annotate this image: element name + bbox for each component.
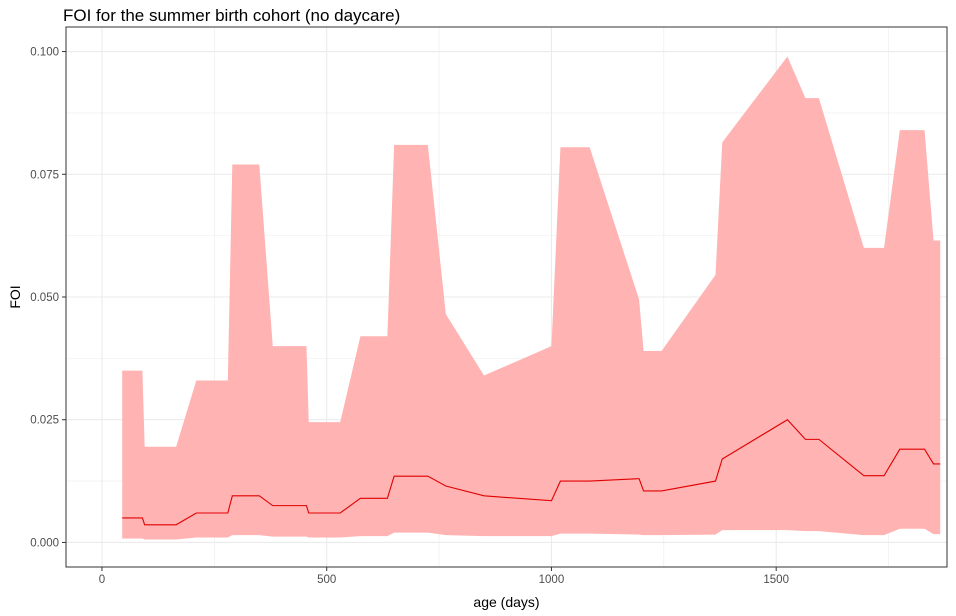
confidence-band — [122, 56, 941, 540]
y-tick-label: 0.100 — [30, 47, 59, 59]
x-tick-label: 500 — [317, 574, 336, 586]
x-axis-title: age (days) — [473, 594, 539, 610]
y-axis-ticks: 0.000 0.025 0.050 0.075 0.100 — [30, 47, 66, 549]
y-tick-label: 0.000 — [30, 537, 59, 549]
y-tick-label: 0.025 — [30, 415, 59, 427]
confidence-band-layer — [122, 56, 941, 540]
chart-title: FOI for the summer birth cohort (no dayc… — [63, 6, 401, 25]
y-tick-label: 0.075 — [30, 169, 59, 181]
x-tick-label: 1500 — [763, 574, 789, 586]
y-axis-title: FOI — [7, 285, 23, 308]
series-line-layer — [122, 419, 941, 526]
x-tick-label: 0 — [99, 574, 105, 586]
y-tick-label: 0.050 — [30, 292, 59, 304]
x-tick-label: 1000 — [539, 574, 565, 586]
series-line — [122, 419, 941, 526]
x-axis-ticks: 0 500 1000 1500 — [99, 567, 789, 586]
